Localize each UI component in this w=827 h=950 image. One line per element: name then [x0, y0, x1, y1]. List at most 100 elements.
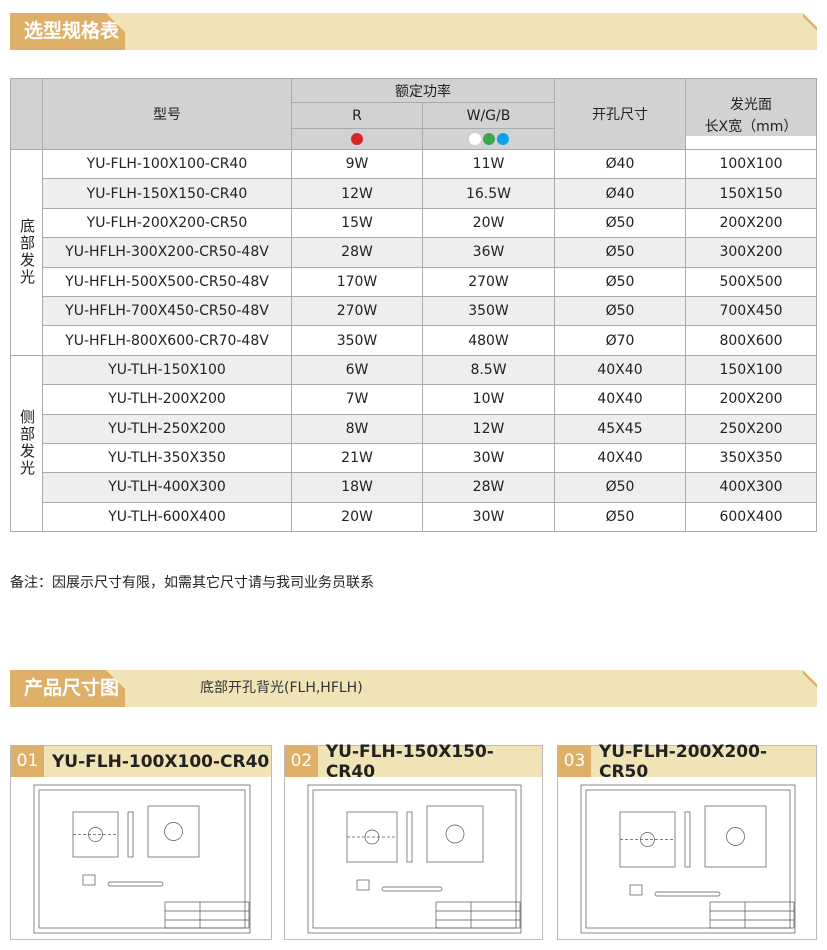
- r-power-cell: 28W: [291, 237, 423, 268]
- wgb-power-cell: 30W: [422, 501, 555, 533]
- hole-cell: Ø50: [554, 472, 686, 503]
- r-power-cell: 270W: [291, 295, 423, 327]
- card-title: YU-FLH-200X200-CR50: [598, 741, 768, 782]
- wgb-power-cell: 350W: [422, 295, 555, 327]
- model-cell: YU-HFLH-500X500-CR50-48V: [42, 266, 292, 297]
- hole-header: 开孔尺寸: [554, 78, 686, 150]
- dimension-card[interactable]: 01 YU-FLH-100X100-CR40: [10, 745, 272, 940]
- card-number: 03: [558, 746, 591, 777]
- table-row: YU-TLH-200X200 7W 10W 40X40 200X200: [11, 384, 817, 415]
- green-dot-icon: [482, 133, 495, 145]
- wgb-power-cell: 10W: [422, 384, 555, 415]
- group-label: 底部发光: [10, 149, 43, 356]
- area-cell: 100X100: [685, 148, 817, 180]
- model-cell: YU-TLH-600X400: [42, 501, 292, 533]
- wgb-power-cell: 16.5W: [422, 178, 555, 209]
- area-cell: 200X200: [685, 207, 817, 239]
- r-power-cell: 7W: [291, 384, 423, 415]
- model-cell: YU-TLH-200X200: [42, 384, 292, 415]
- table-row: YU-HFLH-300X200-CR50-48V 28W 36W Ø50 300X200: [11, 237, 817, 268]
- r-power-cell: 8W: [291, 413, 423, 444]
- table-row: 底部发光 YU-FLH-100X100-CR40 9W 11W Ø40 100X100: [10, 148, 817, 356]
- hole-cell: 40X40: [554, 442, 686, 474]
- wgb-power-cell: 11W: [422, 148, 555, 180]
- dimension-drawing: [580, 784, 796, 934]
- corner-decoration: [803, 670, 817, 688]
- hole-cell: Ø50: [554, 266, 686, 297]
- model-cell: YU-FLH-150X150-CR40: [42, 178, 292, 209]
- area-cell: 150X100: [685, 354, 817, 386]
- dimension-drawing: [33, 784, 251, 934]
- area-cell: 300X200: [685, 237, 817, 268]
- area-cell: 700X450: [685, 295, 817, 327]
- white-dot-icon: [468, 133, 481, 145]
- table-row: YU-TLH-600X400 20W 30W Ø50 600X400: [11, 501, 817, 533]
- table-row: YU-HFLH-800X600-CR70-48V 350W 480W Ø70 800X6…: [11, 325, 817, 356]
- r-power-cell: 18W: [291, 472, 423, 503]
- model-cell: YU-FLH-200X200-CR50: [42, 207, 292, 239]
- note: 备注：因展示尺寸有限，如需其它尺寸请与我司业务员联系: [10, 575, 374, 591]
- wgb-header: W/G/B: [422, 102, 555, 129]
- wgb-power-cell: 30W: [422, 442, 555, 474]
- section-title: 产品尺寸图: [10, 670, 125, 707]
- hole-cell: Ø50: [554, 207, 686, 239]
- hole-cell: Ø50: [554, 295, 686, 327]
- model-cell: YU-TLH-250X200: [42, 413, 292, 444]
- wgb-power-cell: 480W: [422, 325, 555, 356]
- wgb-power-cell: 36W: [422, 237, 555, 268]
- area-cell: 350X350: [685, 442, 817, 474]
- model-cell: YU-TLH-350X350: [42, 442, 292, 474]
- wgb-power-cell: 20W: [422, 207, 555, 239]
- table-row: YU-FLH-200X200-CR50 15W 20W Ø50 200X200: [11, 207, 817, 239]
- wgb-power-cell: 12W: [422, 413, 555, 444]
- wgb-dots: [422, 128, 555, 150]
- hole-cell: Ø40: [554, 148, 686, 180]
- hole-cell: Ø40: [554, 178, 686, 209]
- area-cell: 200X200: [685, 384, 817, 415]
- dimension-drawing: [307, 784, 522, 934]
- hole-cell: Ø50: [554, 501, 686, 533]
- table-row: YU-TLH-250X200 8W 12W 45X45 250X200: [11, 413, 817, 444]
- hole-cell: 40X40: [554, 384, 686, 415]
- r-power-cell: 20W: [291, 501, 423, 533]
- table-row: YU-TLH-350X350 21W 30W 40X40 350X350: [11, 442, 817, 474]
- group-header: [10, 78, 43, 150]
- model-header: 型号: [42, 78, 292, 150]
- r-header: R: [291, 102, 423, 129]
- model-cell: YU-TLH-150X100: [42, 354, 292, 386]
- area-cell: 500X500: [685, 266, 817, 297]
- r-power-cell: 170W: [291, 266, 423, 297]
- r-dots: [291, 128, 423, 150]
- table-row: YU-FLH-150X150-CR40 12W 16.5W Ø40 150X150: [11, 178, 817, 209]
- model-cell: YU-HFLH-800X600-CR70-48V: [42, 325, 292, 356]
- red-dot-icon: [351, 133, 363, 145]
- section-header-dimensions: 产品尺寸图 底部开孔背光(FLH,HFLH): [10, 670, 817, 707]
- section-subtitle: 底部开孔背光(FLH,HFLH): [200, 680, 363, 696]
- area-cell: 150X150: [685, 178, 817, 209]
- r-power-cell: 6W: [291, 354, 423, 386]
- card-number: 02: [285, 746, 318, 777]
- model-cell: YU-TLH-400X300: [42, 472, 292, 503]
- table-row: YU-HFLH-500X500-CR50-48V 170W 270W Ø50 500X5…: [11, 266, 817, 297]
- model-cell: YU-HFLH-300X200-CR50-48V: [42, 237, 292, 268]
- area-unit-header: 长X宽（mm）: [685, 115, 817, 137]
- spec-table: 型号 额定功率 开孔尺寸 发光面 R W/G/B 长X宽（mm） 底部发光 YU-FLH-…: [10, 78, 817, 533]
- r-power-cell: 9W: [291, 148, 423, 180]
- table-row: YU-HFLH-700X450-CR50-48V 270W 350W Ø50 700X4…: [11, 295, 817, 327]
- dimension-card[interactable]: 02 YU-FLH-150X150-CR40: [284, 741, 543, 940]
- area-cell: 400X300: [685, 472, 817, 503]
- area-cell: 800X600: [685, 325, 817, 356]
- area-cell: 250X200: [685, 413, 817, 444]
- card-title: YU-FLH-150X150-CR40: [325, 741, 494, 782]
- blue-dot-icon: [496, 133, 509, 145]
- corner-decoration: [803, 13, 817, 31]
- area-cell: 600X400: [685, 501, 817, 533]
- hole-cell: Ø70: [554, 325, 686, 356]
- model-cell: YU-HFLH-700X450-CR50-48V: [42, 295, 292, 327]
- wgb-power-cell: 270W: [422, 266, 555, 297]
- dimension-card[interactable]: 03 YU-FLH-200X200-CR50: [557, 741, 817, 940]
- card-title: YU-FLH-100X100-CR40: [52, 751, 270, 772]
- table-row: 侧部发光 YU-TLH-150X100 6W 8.5W 40X40 150X100: [10, 354, 817, 533]
- model-cell: YU-FLH-100X100-CR40: [42, 148, 292, 180]
- power-header: 额定功率: [291, 78, 555, 103]
